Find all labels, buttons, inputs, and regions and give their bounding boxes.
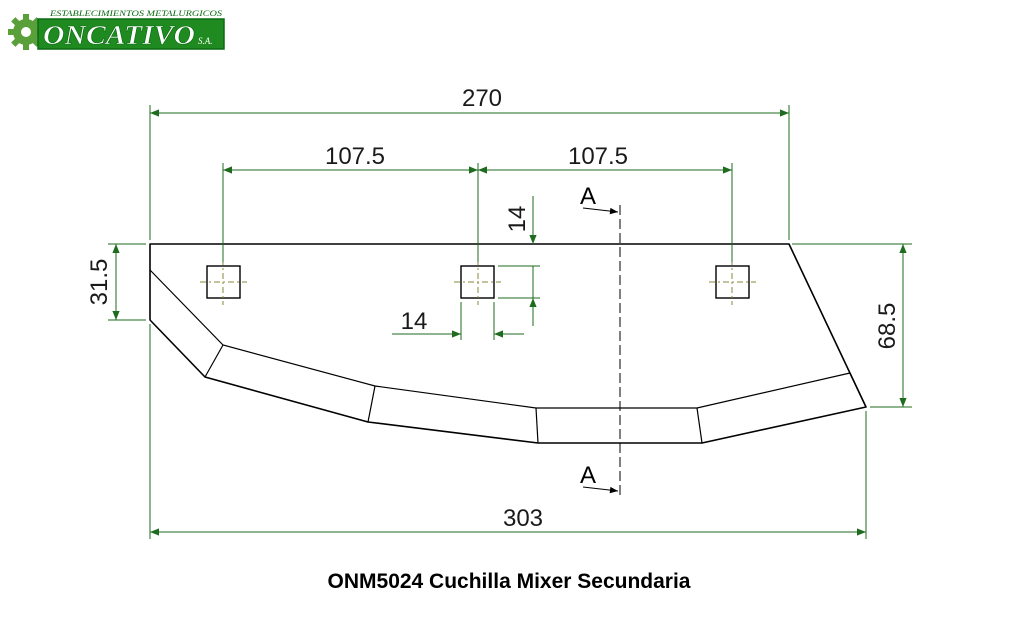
hole [709, 259, 756, 305]
dim-left-edge-height: 31.5 [86, 259, 113, 306]
company-logo: ESTABLECIMIENTOS METALURGICOS ONCATIVO S… [8, 8, 225, 50]
dimensions [108, 105, 912, 539]
section-label-bottom: A [580, 462, 596, 489]
dim-hole-width: 14 [401, 308, 428, 335]
blade-outline [149, 243, 867, 444]
dim-overall-bottom: 303 [503, 505, 543, 532]
dimension-labels: 270 107.5 107.5 14 14 31.5 68.5 303 [86, 85, 901, 532]
logo-banner [37, 18, 225, 50]
dim-right-edge-height: 68.5 [874, 303, 901, 350]
section-label-top: A [580, 183, 596, 210]
logo-main-text: ONCATIVO [43, 20, 195, 50]
dim-overall-top: 270 [462, 85, 502, 112]
dim-hole-spacing-right: 107.5 [568, 143, 628, 170]
hole [200, 259, 247, 305]
gear-icon [8, 14, 44, 50]
dim-hole-spacing-left: 107.5 [325, 143, 385, 170]
hole [454, 259, 501, 305]
mounting-holes [200, 259, 756, 305]
dim-hole-offset-top: 14 [504, 206, 531, 233]
drawing-caption: ONM5024 Cuchilla Mixer Secundaria [327, 570, 691, 593]
section-line: A A [580, 183, 621, 495]
bevel-edge [149, 269, 867, 444]
logo-top-text: ESTABLECIMIENTOS METALURGICOS [49, 8, 223, 18]
logo-suffix-text: S.A. [198, 36, 213, 46]
